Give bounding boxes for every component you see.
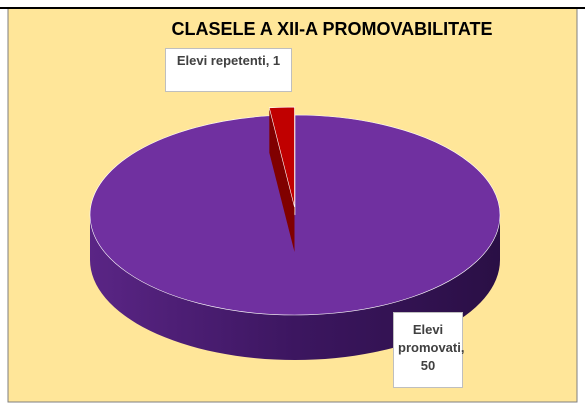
slice-side xyxy=(269,107,295,253)
chart-title: CLASELE A XII-A PROMOVABILITATE xyxy=(172,19,493,39)
data-label: Elevi repetenti, 1 xyxy=(165,48,292,92)
slice xyxy=(268,106,295,208)
slice xyxy=(89,114,501,316)
data-label: Elevi promovati, 50 xyxy=(393,312,464,388)
